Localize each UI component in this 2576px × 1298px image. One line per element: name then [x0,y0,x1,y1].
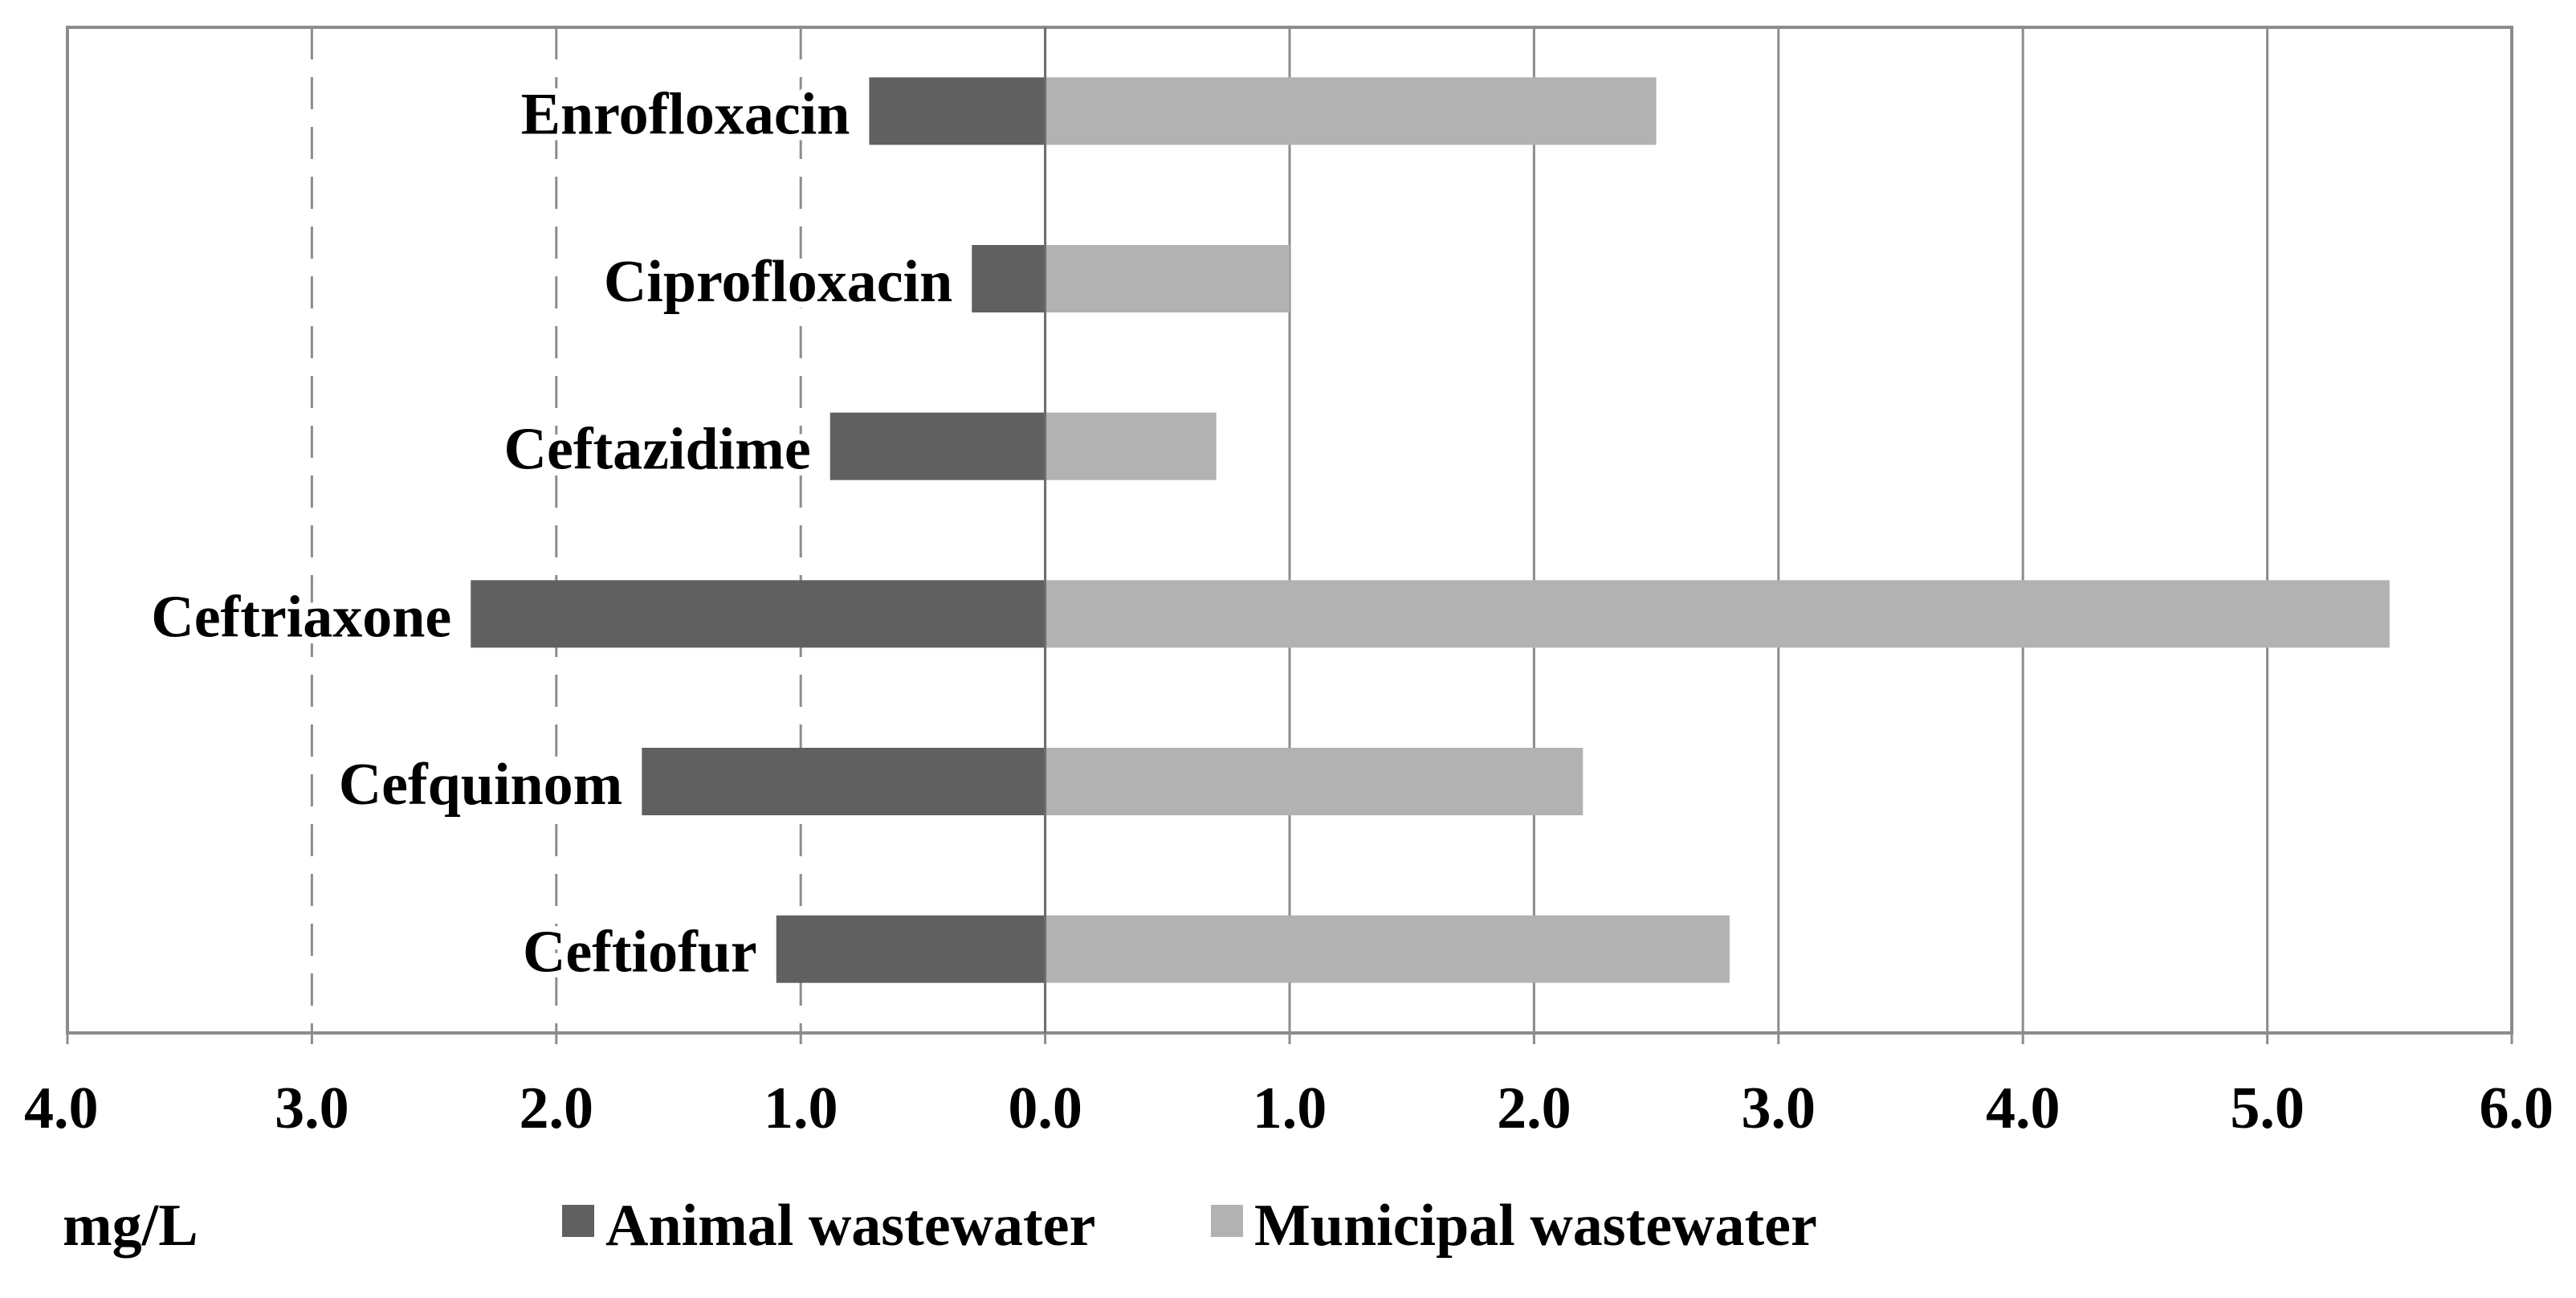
tick-label: 2.0 [520,1076,594,1141]
bar-animal-ceftiofur [776,915,1045,983]
tick-label: 1.0 [764,1076,838,1141]
bar-municipal-ceftiofur [1045,915,1730,983]
tick-label: 2.0 [1497,1076,1571,1141]
tick-label: 1.0 [1253,1076,1327,1141]
tick-label: 6.0 [2480,1076,2554,1141]
tick-label: 3.0 [1742,1076,1816,1141]
gridlines [310,27,2269,1033]
bar-municipal-ceftazidime [1045,412,1217,480]
bar-municipal-enrofloxacin [1045,77,1657,145]
bars [471,27,2390,1033]
category-label: Ciprofloxacin [604,249,952,315]
bar-municipal-ceftriaxone [1045,580,2390,648]
bar-animal-ceftriaxone [471,580,1045,648]
category-label: Cefquinom [339,752,623,818]
bar-municipal-ciprofloxacin [1045,245,1290,312]
x-axis-tick-labels: 4.0 3.0 2.0 1.0 0.0 1.0 2.0 3.0 4.0 5.0 6.0 [24,1033,2554,1141]
legend-label: Animal wastewater [605,1193,1095,1259]
bar-animal-ciprofloxacin [972,245,1045,312]
category-label: Ceftiofur [523,920,757,986]
tick-label: 5.0 [2230,1076,2305,1141]
bar-animal-enrofloxacin [869,77,1045,145]
category-label: Enrofloxacin [521,81,850,147]
tick-label: 4.0 [24,1076,99,1141]
bar-animal-cefquinom [642,748,1045,815]
tick-label: 3.0 [275,1076,349,1141]
legend-label: Municipal wastewater [1254,1193,1817,1259]
tick-label: 4.0 [1986,1076,2060,1141]
legend-swatch [1211,1205,1243,1237]
category-labels: Enrofloxacin Ciprofloxacin Ceftazidime Ceft… [145,75,959,991]
unit-label: mg/L [63,1193,198,1259]
category-label: Ceftazidime [504,417,811,483]
category-label: Ceftriaxone [151,584,451,650]
legend-swatch [562,1205,594,1237]
bar-animal-ceftazidime [829,412,1045,480]
bar-municipal-cefquinom [1045,748,1584,815]
tick-label: 0.0 [1008,1076,1082,1141]
legend: Animal wastewater Municipal wastewater [562,1193,1817,1259]
